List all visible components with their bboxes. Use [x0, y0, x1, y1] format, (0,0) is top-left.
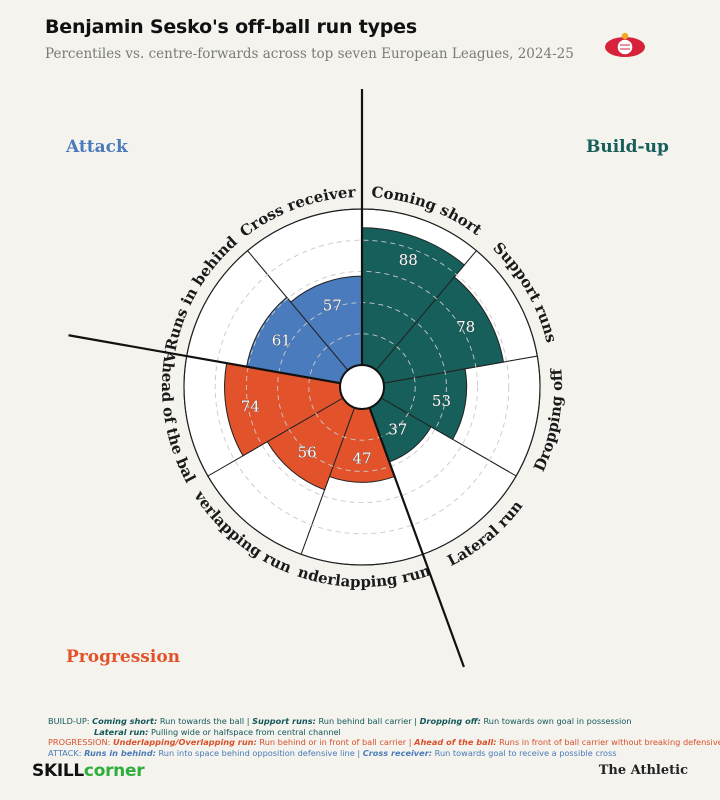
page-title: Benjamin Sesko's off-ball run types	[45, 16, 417, 38]
group-label-progression: Progression	[66, 647, 180, 667]
note-build-up: BUILD-UP: Coming short: Run towards the …	[48, 716, 632, 726]
grid-ring-3	[214, 239, 510, 535]
grid-ring-0	[308, 333, 416, 441]
value-label: 37	[388, 421, 407, 439]
value-label: 61	[272, 331, 291, 349]
group-divider-1	[368, 407, 465, 668]
skillcorner-logo: SKILLcorner	[32, 761, 145, 781]
value-label: 47	[352, 449, 371, 467]
note-build-up-lateral: Lateral run: Pulling wide or halfspace f…	[94, 726, 341, 737]
page-subtitle: Percentiles vs. centre-forwards across t…	[45, 46, 574, 62]
the-athletic-logo: The Athletic	[598, 763, 688, 778]
note-progression: PROGRESSION: Underlapping/Overlapping ru…	[48, 737, 720, 748]
value-label: 88	[399, 251, 418, 269]
value-label: 56	[298, 443, 317, 461]
group-label-attack: Attack	[65, 137, 129, 157]
group-divider-2	[68, 334, 341, 385]
club-crest-icon	[605, 32, 645, 57]
value-label: 53	[432, 392, 451, 410]
category-label: Ahead of the ball	[0, 0, 199, 486]
group-label-build-up: Build-up	[586, 137, 669, 157]
note-attack: ATTACK: Runs in behind: Run into space b…	[48, 747, 617, 758]
footer-notes: BUILD-UP: Coming short: Run towards the …	[48, 716, 720, 758]
value-label: 57	[323, 296, 342, 314]
center-hole	[339, 364, 385, 410]
value-label: 78	[456, 318, 475, 336]
value-label: 74	[241, 398, 260, 416]
